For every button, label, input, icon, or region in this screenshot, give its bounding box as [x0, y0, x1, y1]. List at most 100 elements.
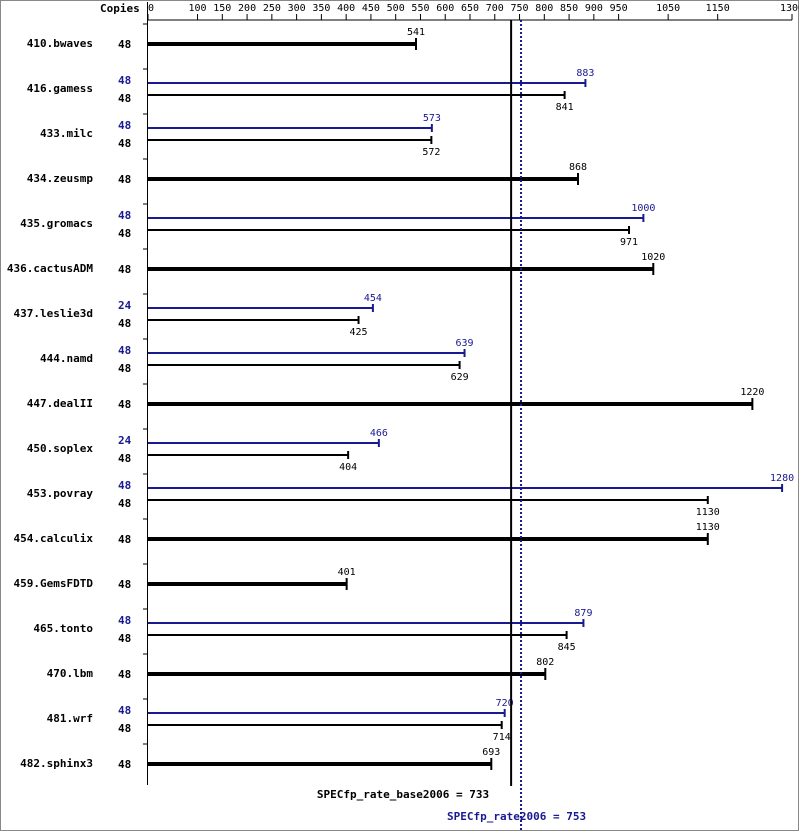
x-tick-label: 400 [337, 3, 355, 14]
x-tick-label: 0 [148, 3, 154, 14]
copies: 48 [118, 263, 131, 276]
copies: 48 [118, 209, 131, 222]
x-tick-label: 150 [213, 3, 231, 14]
base-bar [148, 537, 708, 541]
peak-value-label: 879 [574, 608, 592, 619]
base-bar [148, 402, 753, 406]
x-tick-label: 300 [288, 3, 306, 14]
copies: 48 [118, 38, 131, 51]
base-bar [148, 229, 630, 231]
value-label: 1220 [740, 387, 764, 398]
copies: 48 [118, 614, 131, 627]
base-summary-label: SPECfp_rate_base2006 = 733 [317, 788, 489, 801]
benchmark-name: 416.gamess [27, 82, 93, 95]
base-bar [148, 267, 654, 271]
peak-value-label: 1000 [631, 203, 655, 214]
base-value-label: 404 [339, 462, 357, 473]
peak-bar [148, 352, 465, 354]
x-tick-label: 650 [461, 3, 479, 14]
base-value-label: 971 [620, 237, 638, 248]
value-label: 868 [569, 162, 587, 173]
base-bar [148, 454, 349, 456]
base-bar [148, 582, 347, 586]
benchmark-name: 436.cactusADM [7, 262, 93, 275]
base-bar [148, 319, 359, 321]
x-tick-label: 200 [238, 3, 256, 14]
benchmark-name: 410.bwaves [27, 37, 93, 50]
value-label: 1020 [641, 252, 665, 263]
base-bar [148, 634, 567, 636]
base-bar [148, 364, 460, 366]
base-value-label: 845 [558, 642, 576, 653]
peak-bar [148, 217, 644, 219]
benchmark-name: 470.lbm [47, 667, 94, 680]
benchmark-name: 437.leslie3d [14, 307, 93, 320]
peak-value-label: 883 [576, 68, 594, 79]
copies: 48 [118, 722, 131, 735]
copies: 48 [118, 137, 131, 150]
base-bar [148, 94, 565, 96]
copies: 48 [118, 452, 131, 465]
copies: 48 [118, 533, 131, 546]
peak-value-label: 720 [496, 698, 514, 709]
benchmark-name: 433.milc [40, 127, 93, 140]
x-tick-label: 250 [263, 3, 281, 14]
peak-bar [148, 712, 505, 714]
copies: 48 [118, 344, 131, 357]
copies: 48 [118, 362, 131, 375]
copies: 48 [118, 74, 131, 87]
x-tick-label: 100 [189, 3, 207, 14]
base-bar [148, 672, 546, 676]
benchmark-name: 450.soplex [27, 442, 94, 455]
base-bar [148, 762, 492, 766]
peak-summary-label: SPECfp_rate2006 = 753 [447, 810, 586, 823]
x-tick-label: 950 [610, 3, 628, 14]
x-tick-label: 1050 [656, 3, 680, 14]
benchmark-name: 465.tonto [33, 622, 93, 635]
benchmark-name: 482.sphinx3 [20, 757, 93, 770]
benchmark-name: 453.povray [27, 487, 94, 500]
base-value-label: 841 [556, 102, 574, 113]
base-value-label: 572 [422, 147, 440, 158]
x-tick-label: 900 [585, 3, 603, 14]
peak-value-label: 1280 [770, 473, 794, 484]
copies: 48 [118, 758, 131, 771]
copies: 48 [118, 119, 131, 132]
peak-bar [148, 442, 379, 444]
copies: 48 [118, 497, 131, 510]
benchmark-name: 454.calculix [14, 532, 94, 545]
value-label: 541 [407, 27, 425, 38]
base-bar [148, 42, 417, 46]
peak-bar [148, 487, 783, 489]
x-tick-label: 500 [387, 3, 405, 14]
value-label: 693 [482, 747, 500, 758]
base-bar [148, 724, 502, 726]
copies-header: Copies [100, 2, 140, 15]
x-tick-label: 700 [486, 3, 504, 14]
benchmark-name: 459.GemsFDTD [14, 577, 94, 590]
x-tick-label: 1150 [706, 3, 730, 14]
value-label: 1130 [696, 522, 720, 533]
x-tick-label: 750 [511, 3, 529, 14]
peak-value-label: 466 [370, 428, 388, 439]
base-bar [148, 499, 708, 501]
x-tick-label: 850 [560, 3, 578, 14]
base-value-label: 714 [493, 732, 511, 743]
base-value-label: 629 [451, 372, 469, 383]
value-label: 401 [338, 567, 356, 578]
copies: 48 [118, 173, 131, 186]
copies: 24 [118, 434, 132, 447]
base-bar [148, 177, 578, 181]
copies: 24 [118, 299, 132, 312]
benchmark-name: 434.zeusmp [27, 172, 94, 185]
copies: 48 [118, 578, 131, 591]
x-tick-label: 350 [312, 3, 330, 14]
peak-value-label: 454 [364, 293, 382, 304]
benchmark-name: 447.dealII [27, 397, 93, 410]
benchmark-name: 481.wrf [47, 712, 93, 725]
copies: 48 [118, 227, 131, 240]
copies: 48 [118, 479, 131, 492]
copies: 48 [118, 704, 131, 717]
